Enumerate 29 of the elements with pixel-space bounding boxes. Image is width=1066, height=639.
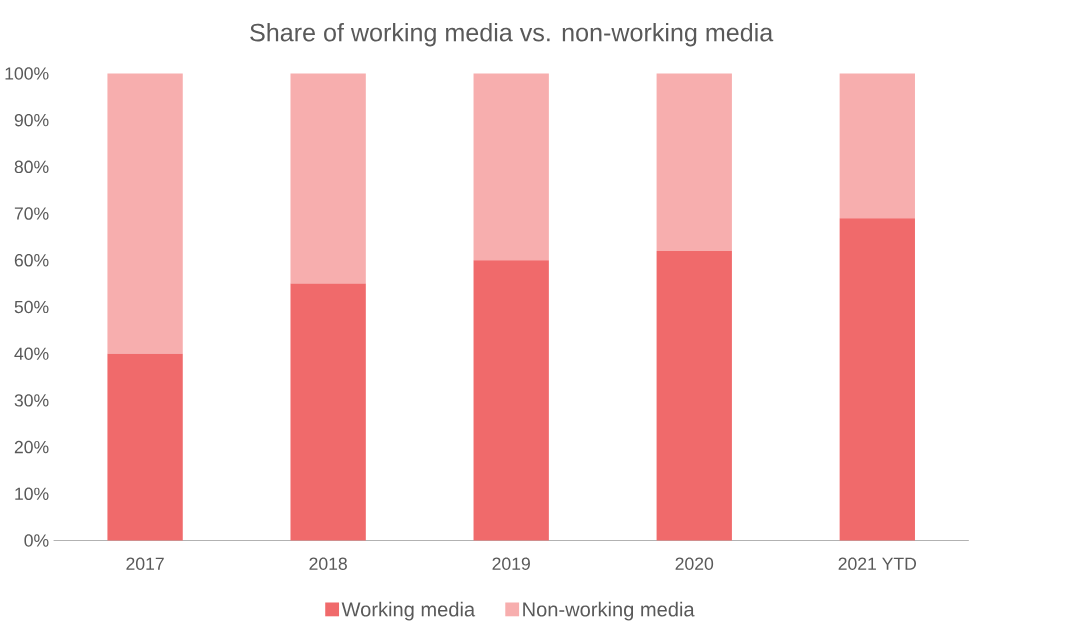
x-tick-label: 2018 <box>309 557 347 570</box>
y-tick-label: 30% <box>14 393 49 407</box>
y-tick-label: 50% <box>14 300 49 314</box>
y-tick-label: 20% <box>14 440 49 454</box>
x-tick-label: 2021 YTD <box>838 557 917 570</box>
x-tick-label: 2019 <box>492 557 530 570</box>
bar <box>107 73 183 354</box>
x-tick-label: 2020 <box>675 557 714 570</box>
legend-label: Non-working media <box>523 601 695 621</box>
bar <box>839 218 915 541</box>
y-tick-label: 80% <box>14 160 49 173</box>
bar <box>473 260 549 541</box>
y-tick-label: 0% <box>24 534 49 547</box>
y-tick-label: 10% <box>15 487 49 500</box>
y-tick-label: 100% <box>5 67 49 80</box>
chart-title: Share of working media vs. non-working media <box>250 22 774 47</box>
bar <box>473 73 549 261</box>
bar <box>290 283 366 541</box>
y-tick-label: 40% <box>14 347 49 360</box>
y-tick-label: 90% <box>14 113 49 127</box>
bar <box>839 73 915 219</box>
legend-label: Working media <box>341 601 476 621</box>
bar <box>656 73 732 251</box>
bar <box>656 250 732 541</box>
x-tick-label: 2017 <box>126 557 164 570</box>
y-tick-label: 60% <box>14 253 49 267</box>
bar <box>107 353 183 541</box>
y-tick-label: 70% <box>14 207 49 220</box>
bar <box>290 73 366 284</box>
